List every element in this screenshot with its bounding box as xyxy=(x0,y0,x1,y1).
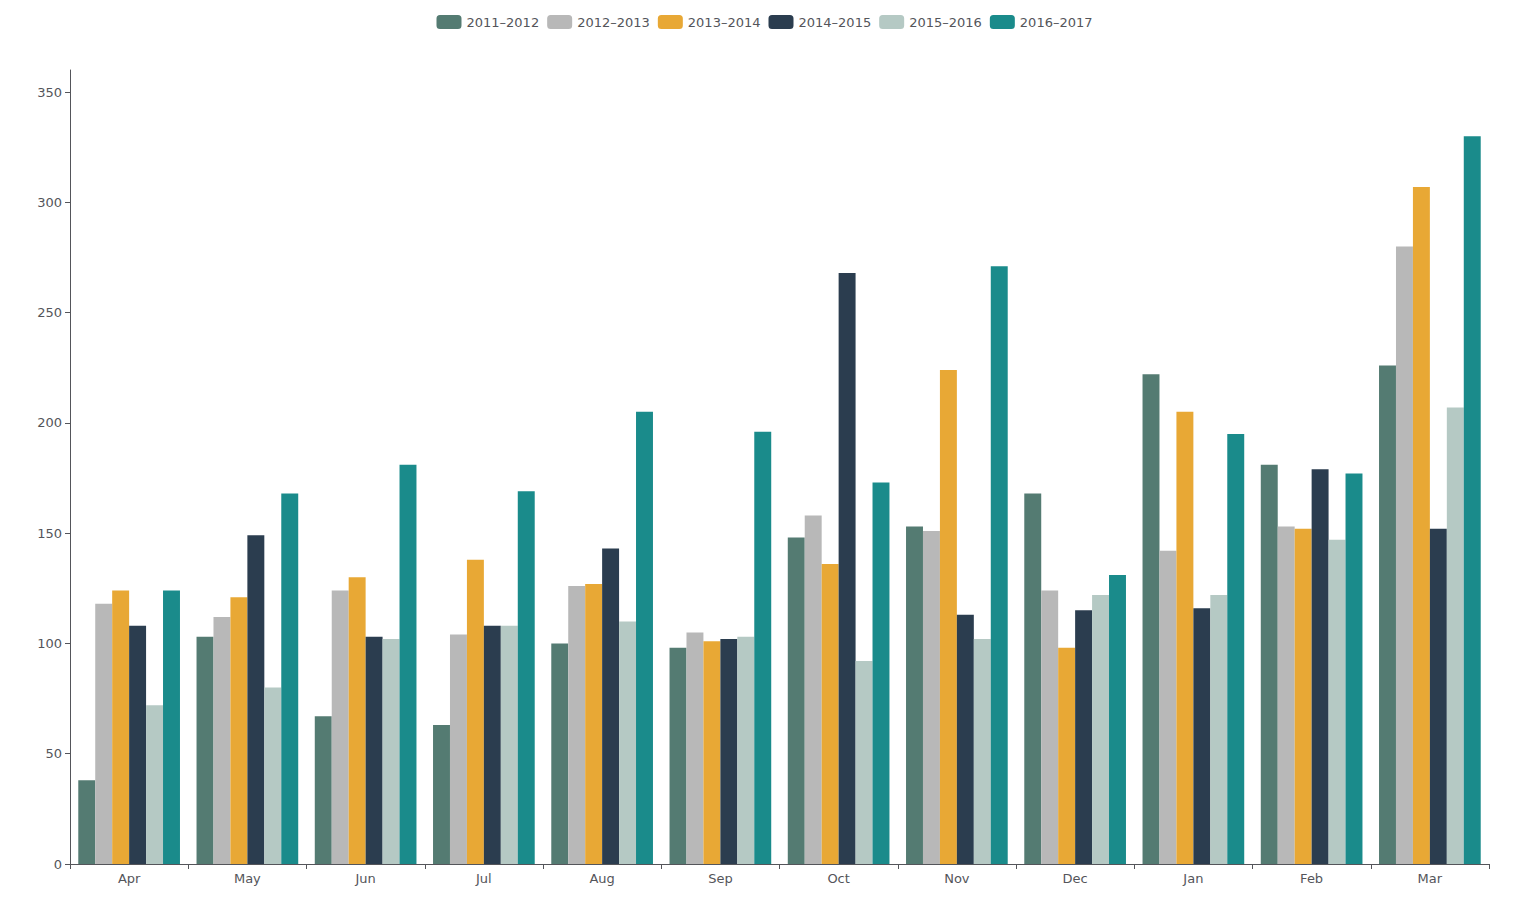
svg-text:Apr: Apr xyxy=(118,871,141,886)
svg-text:150: 150 xyxy=(37,526,62,541)
svg-text:50: 50 xyxy=(45,746,62,761)
svg-text:Aug: Aug xyxy=(589,871,614,886)
svg-text:Mar: Mar xyxy=(1418,871,1443,886)
svg-text:Jul: Jul xyxy=(475,871,492,886)
svg-text:Nov: Nov xyxy=(944,871,970,886)
svg-text:200: 200 xyxy=(37,415,62,430)
svg-text:Feb: Feb xyxy=(1300,871,1323,886)
svg-text:300: 300 xyxy=(37,195,62,210)
svg-text:350: 350 xyxy=(37,85,62,100)
svg-text:250: 250 xyxy=(37,305,62,320)
svg-text:2011–2012: 2011–2012 xyxy=(466,15,539,30)
svg-text:Dec: Dec xyxy=(1063,871,1088,886)
svg-text:Jan: Jan xyxy=(1182,871,1203,886)
svg-text:Sep: Sep xyxy=(708,871,733,886)
svg-text:2016–2017: 2016–2017 xyxy=(1020,15,1093,30)
svg-text:Jun: Jun xyxy=(354,871,375,886)
svg-text:2013–2014: 2013–2014 xyxy=(688,15,761,30)
svg-text:May: May xyxy=(234,871,261,886)
svg-text:100: 100 xyxy=(37,636,62,651)
svg-text:2014–2015: 2014–2015 xyxy=(799,15,872,30)
svg-text:2012–2013: 2012–2013 xyxy=(577,15,650,30)
svg-text:Oct: Oct xyxy=(827,871,849,886)
svg-text:2015–2016: 2015–2016 xyxy=(909,15,982,30)
svg-text:0: 0 xyxy=(54,857,62,872)
